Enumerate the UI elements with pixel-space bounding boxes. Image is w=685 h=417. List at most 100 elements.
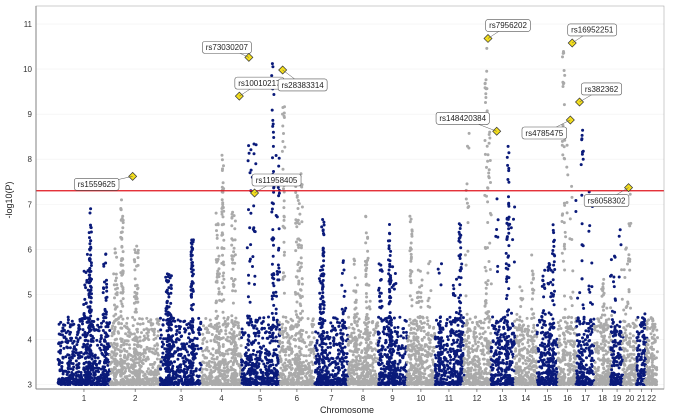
snp-point — [58, 368, 62, 372]
snp-point — [97, 325, 101, 329]
snp-point — [133, 251, 137, 254]
snp-point — [119, 368, 123, 372]
snp-point — [296, 379, 300, 383]
snp-point — [388, 254, 392, 257]
snp-point — [252, 152, 256, 156]
snp-point — [125, 350, 129, 353]
snp-point — [167, 295, 171, 299]
snp-point — [221, 202, 225, 206]
snp-point — [230, 379, 234, 383]
snp-point — [89, 264, 93, 267]
snp-point — [239, 366, 242, 370]
snp-point — [127, 369, 131, 373]
snp-point — [387, 287, 391, 291]
snp-point — [68, 383, 72, 386]
snp-point — [121, 291, 124, 295]
snp-point — [78, 356, 82, 360]
snp-point — [400, 355, 404, 359]
snp-point — [288, 342, 292, 346]
snp-point — [270, 379, 274, 383]
snp-point — [365, 347, 369, 351]
snp-point — [187, 383, 191, 386]
snp-point — [377, 341, 380, 344]
snp-point — [96, 356, 100, 360]
snp-point — [135, 244, 139, 248]
snp-point — [216, 257, 220, 261]
snp-point — [214, 367, 218, 370]
snp-point — [258, 316, 261, 320]
snp-point — [283, 353, 287, 357]
snp-point — [220, 223, 224, 227]
snp-point — [272, 316, 275, 320]
snp-point — [256, 365, 260, 369]
snp-point — [271, 276, 275, 280]
snp-point — [215, 363, 219, 367]
snp-point — [276, 263, 280, 267]
snp-point — [160, 340, 164, 344]
snp-point — [347, 326, 351, 330]
snp-point — [129, 353, 133, 357]
snp-point — [281, 167, 285, 171]
snp-point — [391, 378, 395, 382]
snp-point — [364, 317, 368, 321]
snp-point — [161, 355, 164, 359]
snp-point — [230, 243, 234, 247]
snp-point — [221, 377, 225, 380]
snp-point — [179, 363, 183, 367]
snp-point — [408, 317, 412, 321]
snp-point — [295, 195, 299, 199]
snp-point — [205, 340, 209, 344]
snp-point — [272, 93, 276, 96]
snp-point — [422, 321, 426, 325]
snp-point — [66, 367, 70, 371]
snp-point — [364, 341, 368, 345]
snp-point — [366, 370, 370, 374]
snp-point — [320, 370, 324, 374]
snp-point — [365, 306, 369, 310]
snp-point — [358, 333, 362, 337]
snp-point — [76, 338, 80, 342]
snp-point — [370, 363, 374, 367]
snp-point — [79, 373, 83, 377]
snp-point — [126, 316, 129, 320]
snp-point — [209, 368, 213, 372]
snp-point — [294, 240, 298, 244]
snp-point — [64, 355, 68, 359]
snp-point — [119, 314, 123, 318]
snp-point — [329, 345, 332, 349]
snp-point — [388, 296, 392, 300]
snp-point — [360, 373, 364, 377]
snp-point — [399, 382, 403, 386]
snp-point — [387, 268, 391, 272]
snp-point — [317, 322, 321, 325]
snp-point — [274, 307, 278, 311]
snp-point — [321, 291, 325, 295]
snp-point — [145, 316, 149, 320]
snp-point — [338, 357, 342, 361]
snp-point — [233, 336, 237, 339]
snp-point — [155, 357, 159, 361]
snp-point — [119, 218, 123, 222]
snp-point — [222, 285, 226, 289]
snp-point — [278, 354, 282, 358]
snp-point — [191, 356, 195, 360]
snp-point — [124, 369, 127, 373]
snp-point — [124, 332, 128, 336]
snp-point — [167, 335, 171, 339]
snp-point — [319, 374, 323, 378]
snp-point — [255, 360, 259, 364]
snp-point — [382, 364, 386, 368]
snp-point — [87, 292, 91, 296]
snp-point — [191, 330, 195, 334]
snp-point — [156, 334, 160, 338]
snp-point — [215, 229, 218, 233]
snp-point — [171, 340, 175, 344]
snp-point — [321, 310, 325, 314]
snp-point — [382, 327, 386, 331]
snp-point — [336, 367, 340, 371]
snp-point — [342, 268, 346, 272]
snp-point — [78, 327, 82, 331]
snp-point — [419, 329, 423, 333]
snp-point — [230, 314, 234, 318]
snp-point — [253, 274, 257, 278]
